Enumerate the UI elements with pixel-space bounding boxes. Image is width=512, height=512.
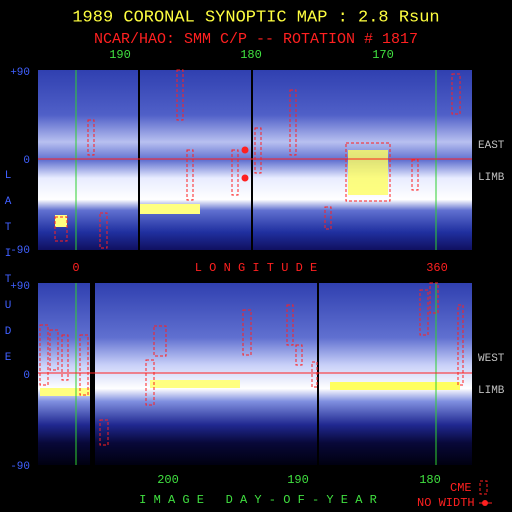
subtitle: NCAR/HAO: SMM C/P -- ROTATION # 1817 — [94, 31, 418, 48]
west-map — [38, 282, 472, 465]
latitude-letter: E — [5, 352, 12, 364]
top-axis-label: 190 — [109, 48, 131, 62]
longitude-end: 360 — [426, 261, 448, 275]
key-no-width: NO WIDTH — [417, 496, 475, 510]
key-cme: CME — [450, 481, 472, 495]
limb-label: LIMB — [478, 172, 505, 184]
latitude-letter: A — [5, 196, 12, 208]
latitude-letter: U — [5, 300, 12, 312]
lat-label: +90 — [10, 67, 30, 79]
top-axis-label: 170 — [372, 48, 394, 62]
latitude-label: L A T I T U D E — [5, 170, 12, 364]
longitude-label: L O N G I T U D E — [195, 261, 317, 275]
lat-label: -90 — [10, 461, 30, 473]
latitude-letter: L — [5, 170, 12, 182]
longitude-start: 0 — [72, 261, 79, 275]
latitude-letter: I — [5, 248, 12, 260]
lat-label: +90 — [10, 281, 30, 293]
latitude-letter: D — [5, 326, 12, 338]
side-label: WEST — [478, 353, 505, 365]
limb-label: LIMB — [478, 385, 505, 397]
key-dot — [482, 500, 488, 506]
side-label: EAST — [478, 140, 505, 152]
latitude-letter: T — [5, 222, 12, 234]
day-of-year-label: I M A G E D A Y - O F - Y E A R — [139, 493, 377, 507]
latitude-letter: T — [5, 274, 12, 286]
bottom-axis-label: 200 — [157, 473, 179, 487]
key-cme-symbol — [479, 480, 488, 495]
title: 1989 CORONAL SYNOPTIC MAP : 2.8 Rsun — [72, 8, 439, 27]
bottom-axis-label: 180 — [419, 473, 441, 487]
east-map — [38, 69, 472, 250]
lat-label: -90 — [10, 245, 30, 257]
lat-label: 0 — [23, 370, 30, 382]
lat-label: 0 — [23, 155, 30, 167]
bottom-axis-label: 190 — [287, 473, 309, 487]
top-axis-label: 180 — [240, 48, 262, 62]
